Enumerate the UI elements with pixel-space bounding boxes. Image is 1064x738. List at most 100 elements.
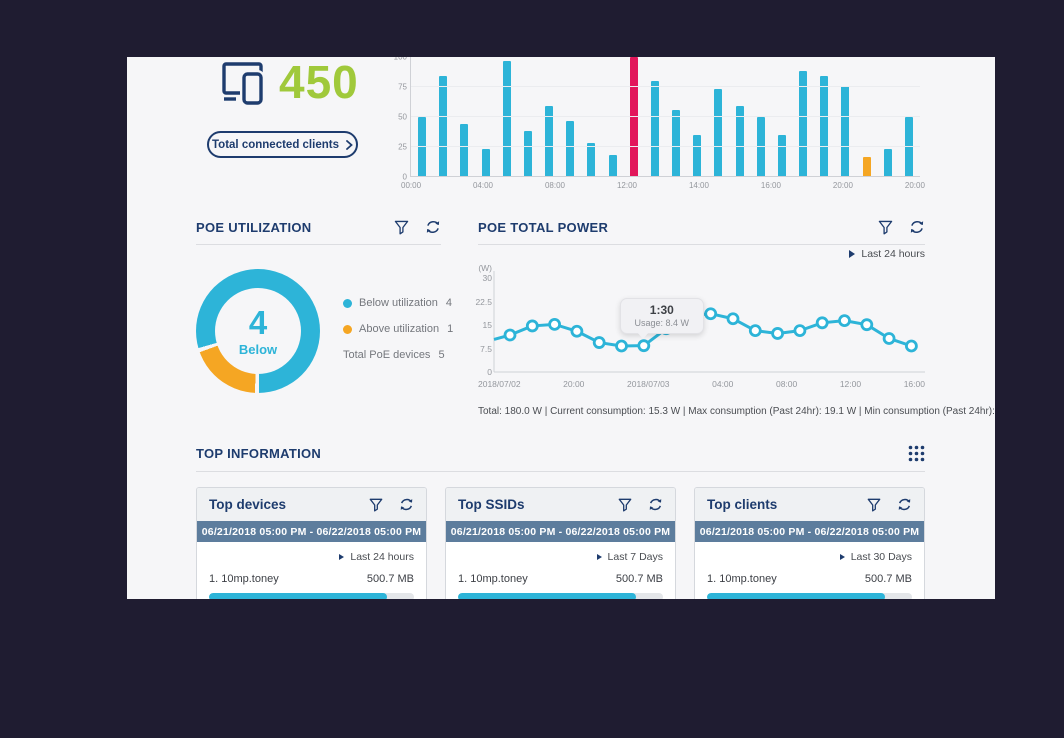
- card-date-range-bar: 06/21/2018 05:00 PM - 06/22/2018 05:00 P…: [695, 521, 924, 542]
- data-point[interactable]: [704, 307, 718, 321]
- card-title: Top SSIDs: [458, 497, 525, 512]
- bar[interactable]: [693, 135, 702, 177]
- x-tick-label: 14:00: [688, 181, 709, 190]
- x-tick-label: 00:00: [401, 181, 422, 190]
- data-point[interactable]: [771, 327, 785, 340]
- bar[interactable]: [439, 76, 448, 177]
- x-tick-label: 12:00: [839, 379, 862, 389]
- play-icon: [339, 554, 345, 560]
- x-tick-label: 04:00: [472, 181, 494, 190]
- bar[interactable]: [862, 156, 871, 177]
- y-tick-label: 7.5: [480, 343, 492, 354]
- filter-icon[interactable]: [618, 498, 632, 512]
- poe-utilization-donut-chart[interactable]: 4 Below: [196, 269, 320, 393]
- card-range-selector[interactable]: Last 24 hours: [209, 551, 414, 563]
- card-body: Last 7 Days 1. 10mp.toney 500.7 MB: [446, 542, 675, 599]
- bar[interactable]: [714, 89, 723, 177]
- data-point[interactable]: [503, 328, 517, 342]
- bar[interactable]: [523, 131, 532, 177]
- bar[interactable]: [545, 106, 554, 177]
- data-point[interactable]: [882, 332, 896, 345]
- y-tick-label: 50: [398, 112, 407, 122]
- bar[interactable]: [502, 60, 511, 177]
- bar[interactable]: [629, 57, 638, 177]
- legend-value: 5: [438, 349, 445, 361]
- poe-power-range-label: Last 24 hours: [861, 248, 925, 260]
- refresh-icon[interactable]: [909, 219, 925, 235]
- gridline: [411, 86, 920, 87]
- poe-utilization-title: POE UTILIZATION: [196, 219, 312, 235]
- data-point[interactable]: [860, 318, 874, 332]
- card-body: Last 24 hours 1. 10mp.toney 500.7 MB: [197, 542, 426, 599]
- bar[interactable]: [608, 155, 617, 177]
- refresh-icon[interactable]: [648, 497, 663, 512]
- data-point[interactable]: [570, 324, 584, 338]
- data-point[interactable]: [838, 314, 851, 328]
- filter-icon[interactable]: [369, 498, 383, 512]
- grid-menu-icon[interactable]: [908, 445, 925, 462]
- data-point[interactable]: [726, 312, 740, 326]
- bar[interactable]: [460, 124, 469, 177]
- data-point[interactable]: [904, 339, 918, 353]
- data-point[interactable]: [637, 339, 651, 353]
- total-connected-clients-label: Total connected clients: [212, 138, 339, 151]
- data-point[interactable]: [525, 319, 539, 333]
- top-information-header: TOP INFORMATION: [196, 445, 925, 472]
- above-utilization-dot: [343, 324, 352, 334]
- x-tick-label: 20:00: [904, 181, 925, 190]
- bar[interactable]: [883, 149, 892, 177]
- top-ssids-card: Top SSIDs: [445, 487, 676, 599]
- bar[interactable]: [777, 135, 786, 177]
- bar[interactable]: [735, 106, 744, 177]
- card-range-label: Last 7 Days: [607, 551, 663, 563]
- bar[interactable]: [904, 117, 913, 177]
- bar[interactable]: [587, 143, 596, 177]
- bar[interactable]: [650, 81, 659, 177]
- list-item: 1. 10mp.toney 500.7 MB: [209, 573, 414, 585]
- filter-icon[interactable]: [867, 498, 881, 512]
- legend-item-below-utilization: Below utilization 4: [343, 297, 452, 309]
- refresh-icon[interactable]: [425, 219, 441, 235]
- data-point[interactable]: [548, 317, 561, 331]
- bar[interactable]: [820, 76, 829, 177]
- card-date-range-bar: 06/21/2018 05:00 PM - 06/22/2018 05:00 P…: [446, 521, 675, 542]
- list-item: 1. 10mp.toney 500.7 MB: [707, 573, 912, 585]
- card-range-selector[interactable]: Last 7 Days: [458, 551, 663, 563]
- data-point[interactable]: [793, 324, 807, 338]
- y-tick-label: 15: [482, 320, 492, 330]
- data-point[interactable]: [748, 324, 762, 338]
- tooltip-arrow: [636, 331, 649, 339]
- refresh-icon[interactable]: [897, 497, 912, 512]
- filter-icon[interactable]: [878, 220, 893, 235]
- filter-icon[interactable]: [394, 220, 409, 235]
- bar[interactable]: [481, 149, 490, 177]
- legend-value: 4: [445, 297, 452, 309]
- card-range-selector[interactable]: Last 30 Days: [707, 551, 912, 563]
- gridline: [411, 176, 920, 177]
- play-icon: [596, 554, 602, 560]
- data-point[interactable]: [815, 316, 829, 330]
- bar[interactable]: [672, 109, 681, 177]
- card-title: Top devices: [209, 497, 287, 512]
- bar[interactable]: [756, 117, 765, 177]
- usage-progress-fill: [458, 593, 637, 599]
- total-connected-clients-button[interactable]: Total connected clients: [207, 131, 358, 158]
- bar[interactable]: [799, 71, 808, 177]
- poe-utilization-legend: Below utilization 4 Above utilization 1 …: [343, 297, 453, 375]
- refresh-icon[interactable]: [399, 497, 414, 512]
- top-clients-card: Top clients: [694, 487, 925, 599]
- dashboard-content: 450 Total connected clients 0 25 50 75 100 0…: [127, 57, 995, 599]
- gridline: [411, 146, 920, 147]
- data-point[interactable]: [615, 339, 628, 353]
- x-tick-label: 2018/07/02: [478, 379, 521, 389]
- bar[interactable]: [841, 85, 850, 177]
- card-header: Top SSIDs: [446, 488, 675, 521]
- poe-power-range-selector[interactable]: Last 24 hours: [725, 248, 925, 260]
- usage-progress-bar: [458, 593, 663, 599]
- bar[interactable]: [566, 120, 575, 177]
- line-chart-x-axis: 2018/07/02 20:00 2018/07/03 04:00 08:00 12:00…: [478, 379, 925, 389]
- bar[interactable]: [418, 117, 426, 177]
- entry-name: 1. 10mp.toney: [209, 573, 279, 585]
- data-point[interactable]: [592, 336, 606, 349]
- y-tick-label: 100: [393, 57, 407, 62]
